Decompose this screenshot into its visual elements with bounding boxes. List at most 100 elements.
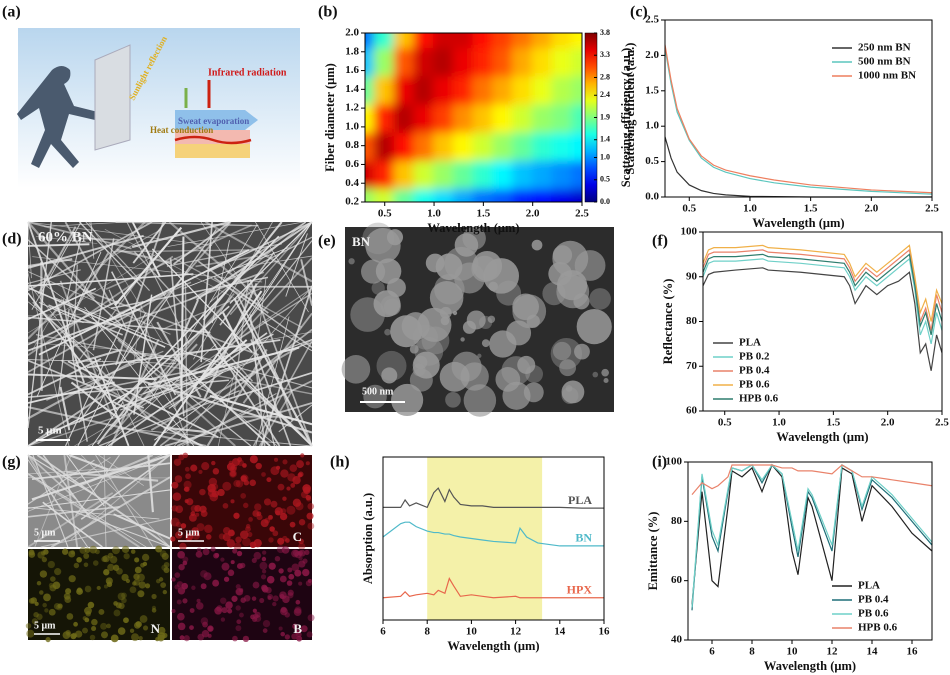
fiber	[181, 393, 277, 447]
particle	[212, 579, 220, 587]
x-axis-label: Wavelength (μm)	[764, 659, 856, 673]
particle	[565, 385, 573, 392]
heatmap-cell	[531, 186, 554, 202]
particle	[178, 564, 185, 571]
heatmap-cell	[551, 102, 574, 133]
particle	[163, 561, 170, 568]
x-axis-label: Wavelength (μm)	[752, 216, 844, 230]
x-tick-label: 8	[749, 646, 755, 658]
heatmap-cell	[492, 74, 514, 105]
particle	[550, 337, 583, 370]
axes: 6 8 10 12 14 16 40 60 80 100 Wavelength (μm) Emitta…	[646, 456, 918, 673]
particle	[305, 494, 312, 501]
particle	[276, 545, 285, 554]
fiber	[73, 252, 109, 313]
particle	[189, 608, 195, 613]
particle	[460, 337, 465, 342]
particle	[222, 526, 231, 535]
particle	[100, 631, 108, 639]
heatmap-cell	[531, 130, 554, 161]
particle	[233, 542, 242, 551]
highlight-band	[427, 457, 543, 620]
particle	[298, 471, 304, 477]
ticks	[684, 461, 913, 644]
image-label: 60% BN	[38, 229, 93, 245]
skin-layer	[175, 130, 250, 144]
heatmap-cell	[452, 158, 475, 189]
map-texture	[25, 545, 170, 643]
heatmap-cell	[393, 102, 416, 133]
particle	[157, 634, 165, 642]
y-tick-label: 0.2	[345, 196, 359, 208]
series-line	[691, 464, 933, 496]
particle	[107, 552, 114, 559]
particle	[106, 623, 111, 629]
particle	[34, 601, 39, 606]
particle	[177, 622, 186, 631]
particle	[293, 608, 302, 616]
fiber	[27, 492, 114, 548]
particle	[121, 592, 127, 599]
particle	[227, 569, 235, 577]
particle	[559, 359, 577, 377]
particle	[296, 631, 302, 638]
particle	[266, 575, 275, 584]
particle	[282, 459, 288, 465]
particle	[196, 547, 202, 552]
fiber	[179, 299, 199, 342]
particle	[261, 472, 266, 477]
particle	[142, 561, 148, 567]
particle	[390, 315, 423, 348]
particle	[100, 622, 108, 630]
fiber	[129, 345, 180, 416]
particle	[231, 595, 238, 602]
particle	[121, 545, 130, 554]
heatmap-cell	[393, 130, 416, 161]
x-tick-label: 10	[787, 646, 799, 658]
fiber	[95, 229, 162, 266]
colorbar-tick-label: 3.8	[600, 28, 610, 37]
particle	[175, 505, 184, 514]
particle	[183, 480, 192, 489]
fiber	[27, 292, 167, 373]
particle	[235, 625, 242, 632]
fiber	[75, 454, 120, 517]
series-line	[383, 487, 604, 509]
particle	[91, 618, 98, 626]
particle	[31, 618, 38, 625]
particle	[287, 589, 294, 596]
particle	[483, 258, 520, 294]
particle	[73, 621, 78, 627]
x-axis-label: Wavelength (μm)	[447, 639, 539, 653]
x-tick-label: 8	[424, 626, 430, 638]
particle	[462, 320, 477, 334]
series-line	[691, 463, 933, 608]
particle	[232, 635, 238, 642]
fiber	[167, 221, 304, 247]
fiber	[118, 427, 313, 447]
particle	[125, 578, 131, 584]
particle	[75, 630, 83, 638]
particle	[296, 460, 304, 469]
particle	[297, 550, 303, 556]
y-axis-label: Emittance (%)	[646, 512, 660, 591]
heatmap-cell	[365, 186, 376, 202]
heatmap-cell	[531, 102, 554, 133]
particle	[195, 602, 204, 610]
particle	[240, 474, 249, 483]
fiber	[219, 371, 313, 403]
runner	[17, 66, 98, 168]
particle	[280, 631, 286, 637]
particle	[116, 567, 123, 575]
particle	[278, 626, 283, 631]
series-line	[664, 44, 933, 194]
particle	[204, 524, 213, 534]
particle	[85, 611, 91, 617]
particle	[262, 628, 268, 633]
particle	[98, 609, 105, 615]
x-tick-label: 2.0	[864, 203, 878, 215]
particle	[268, 537, 274, 543]
particle	[89, 634, 96, 641]
y-tick-label: 1.6	[345, 64, 359, 76]
particle	[284, 634, 290, 640]
